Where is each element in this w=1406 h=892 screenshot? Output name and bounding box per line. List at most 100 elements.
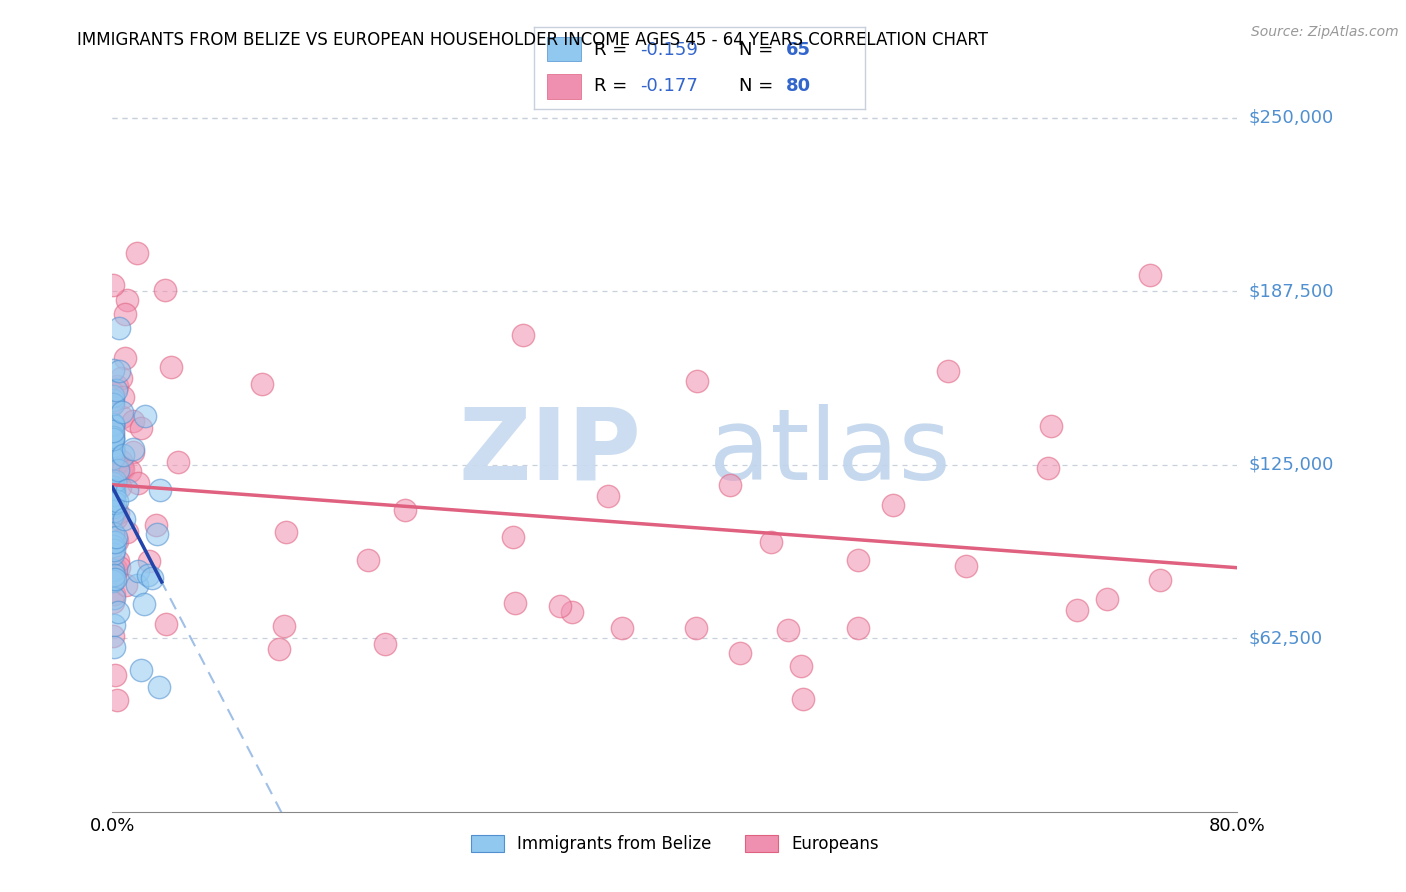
Point (792, 692, 814, 706)
Point (103, 618, 125, 632)
Point (107, 506, 129, 520)
Point (138, 554, 160, 568)
Point (160, 359, 183, 374)
Text: N =: N = (740, 41, 779, 59)
Point (101, 455, 124, 469)
Point (101, 492, 124, 507)
Text: -0.159: -0.159 (640, 41, 697, 59)
Point (114, 512, 136, 526)
Point (114, 577, 136, 591)
Point (103, 424, 125, 438)
Text: Source: ZipAtlas.com: Source: ZipAtlas.com (1251, 25, 1399, 39)
Text: R =: R = (593, 77, 633, 95)
Point (103, 397, 125, 411)
Point (103, 444, 125, 458)
Point (103, 488, 125, 502)
Point (267, 641, 290, 656)
Point (101, 396, 124, 410)
Point (276, 524, 298, 539)
Point (153, 283, 176, 297)
Point (105, 457, 128, 471)
Point (132, 597, 155, 611)
Point (105, 383, 128, 397)
Point (105, 533, 128, 548)
Text: IMMIGRANTS FROM BELIZE VS EUROPEAN HOUSEHOLDER INCOME AGES 45 - 64 YEARS CORRELA: IMMIGRANTS FROM BELIZE VS EUROPEAN HOUSE… (77, 31, 988, 49)
Point (101, 417, 124, 431)
Point (103, 508, 125, 522)
Point (105, 693, 128, 707)
Point (882, 498, 904, 512)
Point (374, 637, 396, 651)
Point (107, 321, 129, 335)
Text: 80: 80 (786, 77, 810, 95)
Point (512, 328, 534, 343)
Point (155, 616, 177, 631)
Point (111, 405, 134, 419)
Text: 65: 65 (786, 41, 810, 59)
Point (110, 454, 132, 468)
Point (101, 442, 124, 456)
Point (111, 390, 134, 404)
Point (596, 490, 619, 504)
Text: N =: N = (740, 77, 779, 95)
Point (145, 518, 167, 533)
Point (1139, 268, 1161, 283)
Point (250, 377, 273, 392)
Point (131, 664, 153, 678)
Point (790, 658, 813, 673)
Point (101, 363, 124, 377)
Point (101, 427, 124, 442)
Point (121, 442, 143, 456)
Point (167, 455, 190, 469)
Point (101, 534, 124, 549)
Point (846, 621, 869, 635)
Point (357, 553, 380, 567)
Point (103, 591, 125, 605)
Point (101, 418, 124, 433)
Point (125, 245, 148, 260)
Point (107, 463, 129, 477)
Point (103, 474, 125, 488)
Point (114, 351, 136, 365)
Point (145, 527, 167, 541)
Point (101, 444, 124, 458)
Point (148, 680, 170, 694)
Point (138, 568, 160, 582)
Point (104, 510, 127, 524)
Point (112, 448, 135, 462)
Point (101, 432, 124, 446)
Point (778, 623, 800, 637)
Point (685, 374, 707, 388)
Point (759, 535, 782, 549)
Point (101, 480, 124, 494)
Point (548, 599, 571, 613)
Point (103, 504, 125, 518)
FancyBboxPatch shape (547, 37, 581, 62)
Text: $125,000: $125,000 (1249, 456, 1334, 474)
Point (1095, 592, 1118, 607)
Point (120, 464, 142, 478)
Point (503, 596, 526, 610)
Point (112, 462, 135, 476)
Point (101, 439, 124, 453)
Point (103, 487, 125, 501)
Point (103, 543, 125, 558)
Point (127, 476, 149, 491)
Point (955, 559, 977, 574)
Point (110, 480, 132, 494)
Point (105, 494, 128, 508)
Point (101, 574, 124, 589)
Point (108, 364, 131, 378)
Point (122, 444, 145, 458)
Point (101, 476, 124, 491)
Point (104, 668, 127, 682)
Point (101, 384, 124, 399)
Point (103, 389, 125, 403)
Point (105, 379, 128, 393)
Point (111, 410, 134, 425)
Point (101, 482, 124, 496)
Point (103, 587, 125, 601)
Point (103, 640, 125, 655)
FancyBboxPatch shape (547, 74, 581, 99)
Point (127, 564, 149, 578)
